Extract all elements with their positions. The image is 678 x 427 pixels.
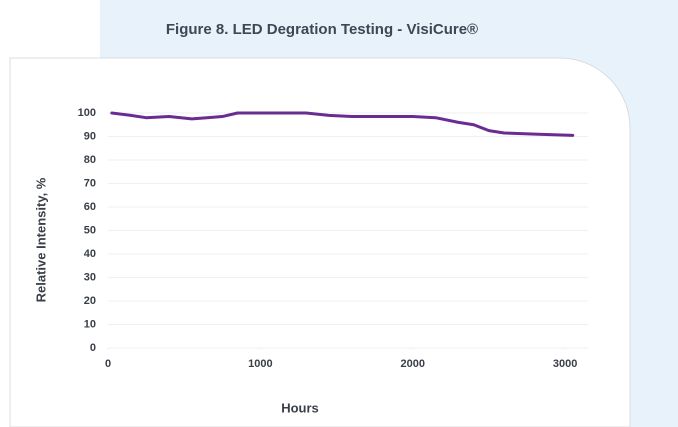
y-tick-label: 10 — [84, 318, 96, 330]
y-tick-label: 0 — [90, 342, 96, 354]
y-tick-label: 20 — [84, 295, 96, 307]
chart-title: Figure 8. LED Degration Testing - VisiCu… — [166, 21, 478, 38]
y-tick-label: 90 — [84, 130, 96, 142]
y-tick-label: 80 — [84, 154, 96, 166]
x-tick-label: 2000 — [401, 358, 425, 370]
y-tick-label: 30 — [84, 271, 96, 283]
x-tick-label: 3000 — [553, 358, 577, 370]
x-tick-label: 1000 — [248, 358, 272, 370]
data-line — [110, 111, 575, 137]
chart-card — [9, 57, 631, 427]
x-axis-label: Hours — [281, 400, 319, 415]
x-tick-label: 0 — [105, 358, 111, 370]
y-tick-label: 60 — [84, 201, 96, 213]
y-tick-label: 70 — [84, 177, 96, 189]
y-tick-label: 40 — [84, 248, 96, 260]
y-tick-label: 50 — [84, 224, 96, 236]
y-axis-label: Relative Intensity, % — [33, 177, 48, 302]
y-tick-label: 100 — [78, 107, 96, 119]
